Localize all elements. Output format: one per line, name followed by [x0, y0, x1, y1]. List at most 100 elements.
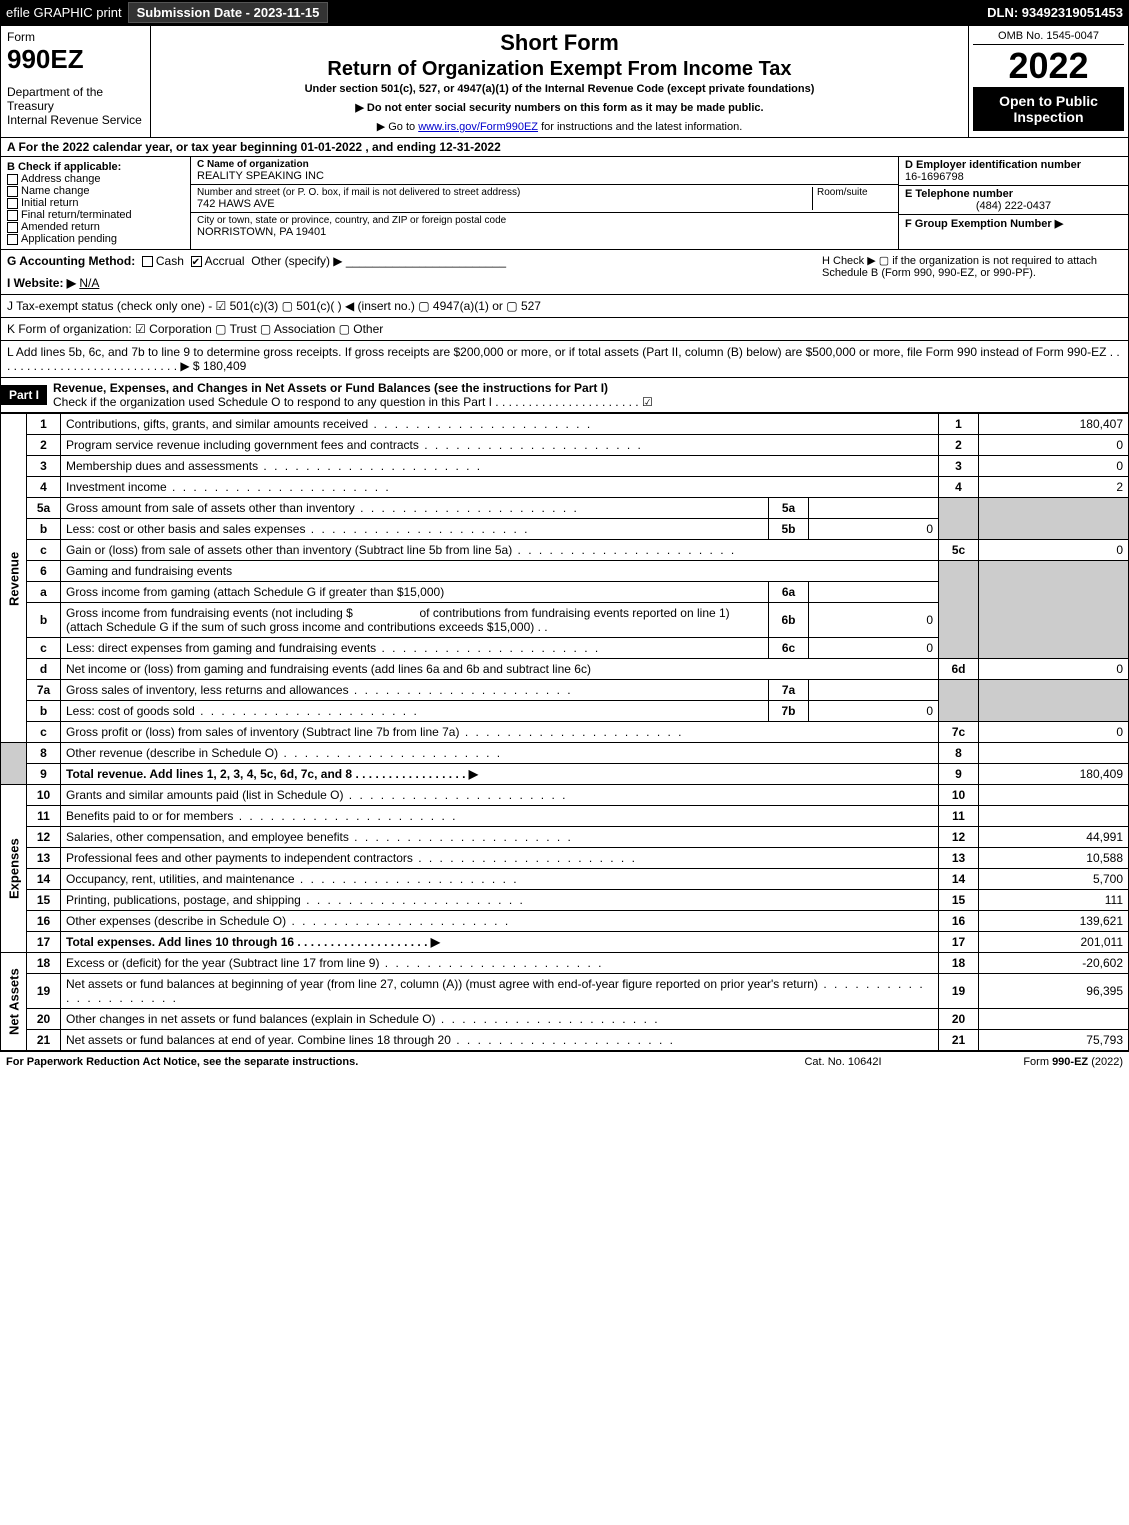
open-to-public: Open to Public Inspection: [973, 87, 1124, 131]
ln6c-sub: 6c: [769, 638, 809, 659]
form-number: 990EZ: [7, 44, 144, 75]
title-return: Return of Organization Exempt From Incom…: [159, 58, 960, 81]
ln11-desc: Benefits paid to or for members: [66, 809, 457, 823]
chk-initial-return[interactable]: [7, 198, 18, 209]
form-word: Form: [7, 30, 144, 44]
ln15-desc: Printing, publications, postage, and shi…: [66, 893, 525, 907]
street-value: 742 HAWS AVE: [197, 198, 812, 210]
form-ref-pre: Form: [1023, 1056, 1052, 1068]
ln18-no: 18: [939, 953, 979, 974]
ln13-amt: 10,588: [979, 848, 1129, 869]
lbl-other-method: Other (specify) ▶: [251, 254, 342, 268]
ln21-desc: Net assets or fund balances at end of ye…: [66, 1033, 675, 1047]
row-j: J Tax-exempt status (check only one) - ☑…: [0, 295, 1129, 318]
ln2-no: 2: [939, 435, 979, 456]
row-l-text: L Add lines 5b, 6c, and 7b to line 9 to …: [7, 345, 1120, 373]
ln20-num: 20: [27, 1009, 61, 1030]
lbl-amended-return: Amended return: [21, 221, 100, 233]
ln5-grey-amt: [979, 498, 1129, 540]
part1-check-note: Check if the organization used Schedule …: [53, 395, 653, 409]
ln7a-val: [809, 680, 939, 701]
row-l-amount: 180,409: [203, 359, 246, 373]
part1-title: Revenue, Expenses, and Changes in Net As…: [53, 381, 608, 395]
ein-value: 16-1696798: [905, 171, 1122, 183]
ln15-num: 15: [27, 890, 61, 911]
ln21-num: 21: [27, 1030, 61, 1051]
street-label: Number and street (or P. O. box, if mail…: [197, 187, 812, 198]
lbl-accrual: Accrual: [205, 254, 245, 268]
ln5c-amt: 0: [979, 540, 1129, 561]
phone-label: E Telephone number: [905, 188, 1122, 200]
ln7a-sub: 7a: [769, 680, 809, 701]
part1-header: Part I Revenue, Expenses, and Changes in…: [0, 378, 1129, 413]
org-name: REALITY SPEAKING INC: [197, 170, 892, 182]
ln5-grey: [939, 498, 979, 540]
ln11-amt: [979, 806, 1129, 827]
ln1-no: 1: [939, 414, 979, 435]
ln6a-val: [809, 582, 939, 603]
ln5b-sub: 5b: [769, 519, 809, 540]
ln7a-desc: Gross sales of inventory, less returns a…: [66, 683, 573, 697]
subtitle: Under section 501(c), 527, or 4947(a)(1)…: [159, 83, 960, 95]
row-gh: G Accounting Method: Cash Accrual Other …: [0, 250, 1129, 295]
lbl-name-change: Name change: [21, 185, 90, 197]
ln6c-desc: Less: direct expenses from gaming and fu…: [66, 641, 600, 655]
form-ref-bold: 990-EZ: [1052, 1056, 1088, 1068]
part1-table: Revenue 1 Contributions, gifts, grants, …: [0, 413, 1129, 1051]
chk-accrual[interactable]: [191, 256, 202, 267]
ln18-num: 18: [27, 953, 61, 974]
ln9-num: 9: [27, 764, 61, 785]
side-net-assets: Net Assets: [1, 953, 27, 1051]
ln5c-no: 5c: [939, 540, 979, 561]
ln6d-amt: 0: [979, 659, 1129, 680]
note2-pre: ▶ Go to: [377, 121, 418, 133]
page-footer: For Paperwork Reduction Act Notice, see …: [0, 1051, 1129, 1072]
ln1-amt: 180,407: [979, 414, 1129, 435]
form-header: Form 990EZ Department of the Treasury In…: [0, 25, 1129, 138]
irs-link[interactable]: www.irs.gov/Form990EZ: [418, 121, 538, 133]
ln6d-desc: Net income or (loss) from gaming and fun…: [61, 659, 939, 680]
ln18-amt: -20,602: [979, 953, 1129, 974]
ln10-num: 10: [27, 785, 61, 806]
instructions-note: ▶ Go to www.irs.gov/Form990EZ for instru…: [159, 120, 960, 133]
department-label: Department of the Treasury Internal Reve…: [7, 85, 144, 127]
section-a: A For the 2022 calendar year, or tax yea…: [0, 138, 1129, 157]
title-short-form: Short Form: [159, 30, 960, 56]
header-right: OMB No. 1545-0047 2022 Open to Public In…: [968, 26, 1128, 137]
ln7c-no: 7c: [939, 722, 979, 743]
chk-name-change[interactable]: [7, 186, 18, 197]
ln1-num: 1: [27, 414, 61, 435]
ln15-amt: 111: [979, 890, 1129, 911]
ln5a-num: 5a: [27, 498, 61, 519]
ln6-num: 6: [27, 561, 61, 582]
ln2-num: 2: [27, 435, 61, 456]
ln6-grey-amt: [979, 561, 1129, 659]
ln4-no: 4: [939, 477, 979, 498]
ln6-desc: Gaming and fundraising events: [61, 561, 939, 582]
submission-date-button[interactable]: Submission Date - 2023-11-15: [128, 2, 329, 23]
ln10-no: 10: [939, 785, 979, 806]
ln20-desc: Other changes in net assets or fund bala…: [66, 1012, 660, 1026]
ln6a-desc: Gross income from gaming (attach Schedul…: [61, 582, 769, 603]
ln14-amt: 5,700: [979, 869, 1129, 890]
chk-cash[interactable]: [142, 256, 153, 267]
chk-amended-return[interactable]: [7, 222, 18, 233]
side-revenue: Revenue: [1, 414, 27, 743]
chk-application-pending[interactable]: [7, 234, 18, 245]
side-expenses: Expenses: [1, 785, 27, 953]
ln6b-desc: Gross income from fundraising events (no…: [61, 603, 769, 638]
chk-final-return[interactable]: [7, 210, 18, 221]
ln7b-num: b: [27, 701, 61, 722]
ln11-no: 11: [939, 806, 979, 827]
website-value: N/A: [79, 276, 99, 290]
chk-address-change[interactable]: [7, 174, 18, 185]
ln4-amt: 2: [979, 477, 1129, 498]
lbl-initial-return: Initial return: [21, 197, 78, 209]
ln8-amt: [979, 743, 1129, 764]
ln3-desc: Membership dues and assessments: [66, 459, 482, 473]
ln19-num: 19: [27, 974, 61, 1009]
ln14-desc: Occupancy, rent, utilities, and maintena…: [66, 872, 519, 886]
ln5a-sub: 5a: [769, 498, 809, 519]
form-ref-post: (2022): [1088, 1056, 1123, 1068]
form-ref: Form 990-EZ (2022): [943, 1056, 1123, 1068]
